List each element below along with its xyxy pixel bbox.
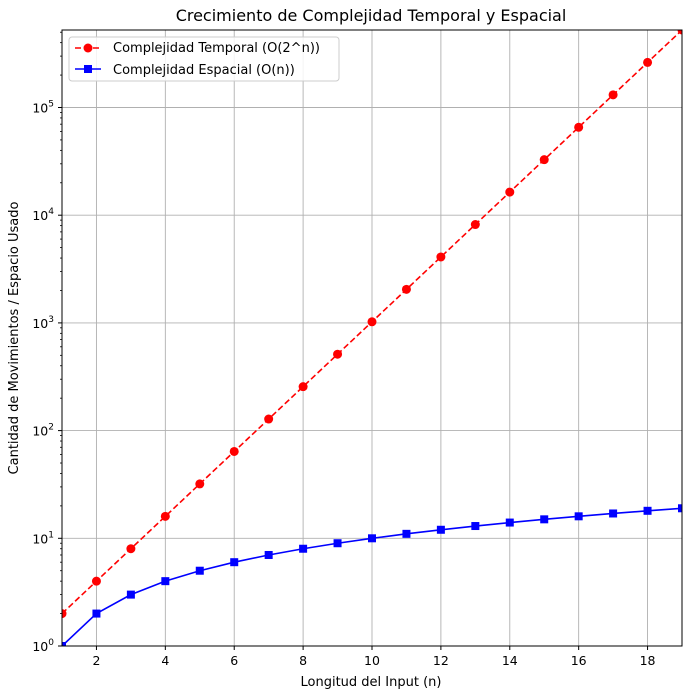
data-point [401, 284, 411, 294]
data-point [540, 515, 549, 524]
x-tick-label: 18 [640, 653, 656, 668]
x-tick-label: 8 [299, 653, 307, 668]
axis-ticks: 2 4 6 8 10 12 14 16 18 100 101 102 103 104 105 [32, 31, 656, 668]
x-tick-label: 2 [92, 653, 100, 668]
data-point [161, 577, 170, 586]
data-point [195, 566, 204, 575]
legend-box [68, 36, 340, 82]
chart-title: Crecimiento de Complejidad Temporal y Es… [176, 6, 567, 25]
data-point [609, 509, 618, 518]
x-tick-label: 6 [230, 653, 238, 668]
data-point [229, 446, 239, 456]
x-tick-label: 14 [502, 653, 518, 668]
data-point [505, 518, 514, 527]
x-tick-label: 16 [571, 653, 587, 668]
data-point [160, 511, 170, 521]
data-point [230, 558, 239, 567]
data-point [574, 512, 583, 521]
data-point [505, 187, 515, 197]
data-point [471, 522, 480, 531]
data-point [436, 252, 446, 262]
data-point [264, 550, 273, 559]
legend-label-espacial: Complejidad Espacial (O(n)) [113, 63, 295, 78]
y-tick-label: 103 [32, 315, 54, 331]
x-tick-label: 10 [364, 653, 380, 668]
data-point [126, 544, 136, 554]
legend-marker-espacial [84, 65, 92, 73]
data-point [62, 609, 67, 619]
data-point [368, 534, 376, 543]
data-point [62, 642, 66, 646]
data-point [608, 90, 618, 100]
series-layer [62, 30, 682, 646]
data-point [402, 529, 411, 538]
data-point [92, 609, 101, 618]
data-point [264, 414, 274, 424]
y-tick-label: 104 [32, 207, 54, 223]
data-point [436, 525, 445, 534]
data-point [333, 539, 342, 548]
data-point [298, 382, 308, 392]
y-tick-label: 100 [32, 638, 54, 654]
x-tick-label: 4 [161, 653, 169, 668]
legend: Complejidad Temporal (O(2^n)) Complejida… [68, 36, 340, 82]
data-point [677, 30, 682, 35]
series-0 [62, 30, 682, 619]
legend-marker-temporal [83, 43, 93, 53]
y-axis-label: Cantidad de Movimientos / Espacio Usado [7, 201, 22, 474]
data-point [574, 122, 584, 132]
y-tick-label: 102 [32, 423, 54, 439]
data-point [126, 590, 135, 599]
y-tick-label: 105 [32, 99, 54, 115]
y-tick-label: 101 [32, 530, 54, 546]
grid-lines [62, 30, 682, 647]
data-point [91, 576, 101, 586]
x-axis-label: Longitud del Input (n) [301, 675, 442, 690]
data-point [333, 349, 343, 359]
legend-label-temporal: Complejidad Temporal (O(2^n)) [113, 41, 320, 56]
data-point [643, 57, 653, 67]
data-point [470, 220, 480, 230]
x-tick-label: 12 [433, 653, 449, 668]
data-point [367, 317, 377, 327]
data-point [539, 155, 549, 165]
data-point [643, 506, 652, 515]
data-point [299, 544, 308, 553]
data-point [195, 479, 205, 489]
data-point [678, 504, 682, 513]
series-1 [62, 504, 682, 646]
